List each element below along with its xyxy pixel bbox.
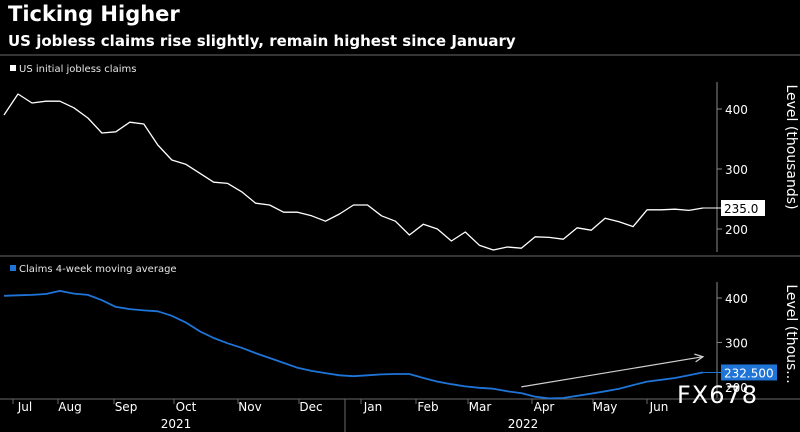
y-tick-label: 400 — [725, 292, 748, 306]
legend-swatch — [10, 265, 16, 271]
y-axis-title: Level (thousands) — [783, 84, 799, 209]
x-tick-label: Aug — [58, 400, 81, 414]
x-tick-label: Apr — [534, 400, 555, 414]
y-tick-label: 300 — [725, 336, 748, 350]
x-tick-label: Sep — [115, 400, 138, 414]
y-tick-label: 300 — [725, 163, 748, 177]
trend-arrow — [521, 353, 705, 388]
x-axis: Jul Aug Sep Oct Nov Dec Jan Feb Mar Apr May Jun 2021… — [12, 399, 669, 432]
legend-label: Claims 4-week moving average — [19, 264, 177, 275]
last-value-label: 232.500 — [724, 366, 774, 380]
year-label-2022: 2022 — [508, 417, 539, 431]
last-value-label: 235.0 — [724, 202, 758, 216]
watermark: FX678 — [677, 381, 759, 409]
chart-title: Ticking Higher — [8, 2, 180, 26]
trend-arrow-head — [694, 353, 705, 363]
panel-1: US initial jobless claims 200 300 400 Level … — [3, 64, 799, 252]
legend-swatch — [10, 65, 16, 71]
y-tick-label: 200 — [725, 223, 748, 237]
y-tick-label: 400 — [725, 103, 748, 117]
x-tick-label: Feb — [417, 400, 438, 414]
initial-claims-line — [3, 93, 704, 251]
x-tick-label: Mar — [469, 400, 492, 414]
x-tick-label: Oct — [176, 400, 197, 414]
chart-subtitle: US jobless claims rise slightly, remain … — [8, 32, 516, 50]
x-tick-label: Jan — [363, 400, 383, 414]
last-value-box — [721, 200, 765, 216]
moving-average-line — [3, 289, 704, 400]
x-tick-label: Jul — [17, 400, 32, 414]
y-axis-title: Level (thous... — [783, 284, 799, 383]
legend-label: US initial jobless claims — [19, 64, 136, 75]
x-tick-label: Nov — [238, 400, 261, 414]
trend-arrow-shaft — [521, 356, 704, 388]
y-tick-label: 200 — [725, 381, 748, 395]
x-tick-label: Jun — [649, 400, 669, 414]
last-value-box — [721, 364, 777, 381]
panel-2: Claims 4-week moving average 200 300 400 Lev… — [3, 264, 799, 400]
x-tick-label: May — [593, 400, 618, 414]
year-label-2021: 2021 — [161, 417, 192, 431]
x-tick-label: Dec — [299, 400, 322, 414]
